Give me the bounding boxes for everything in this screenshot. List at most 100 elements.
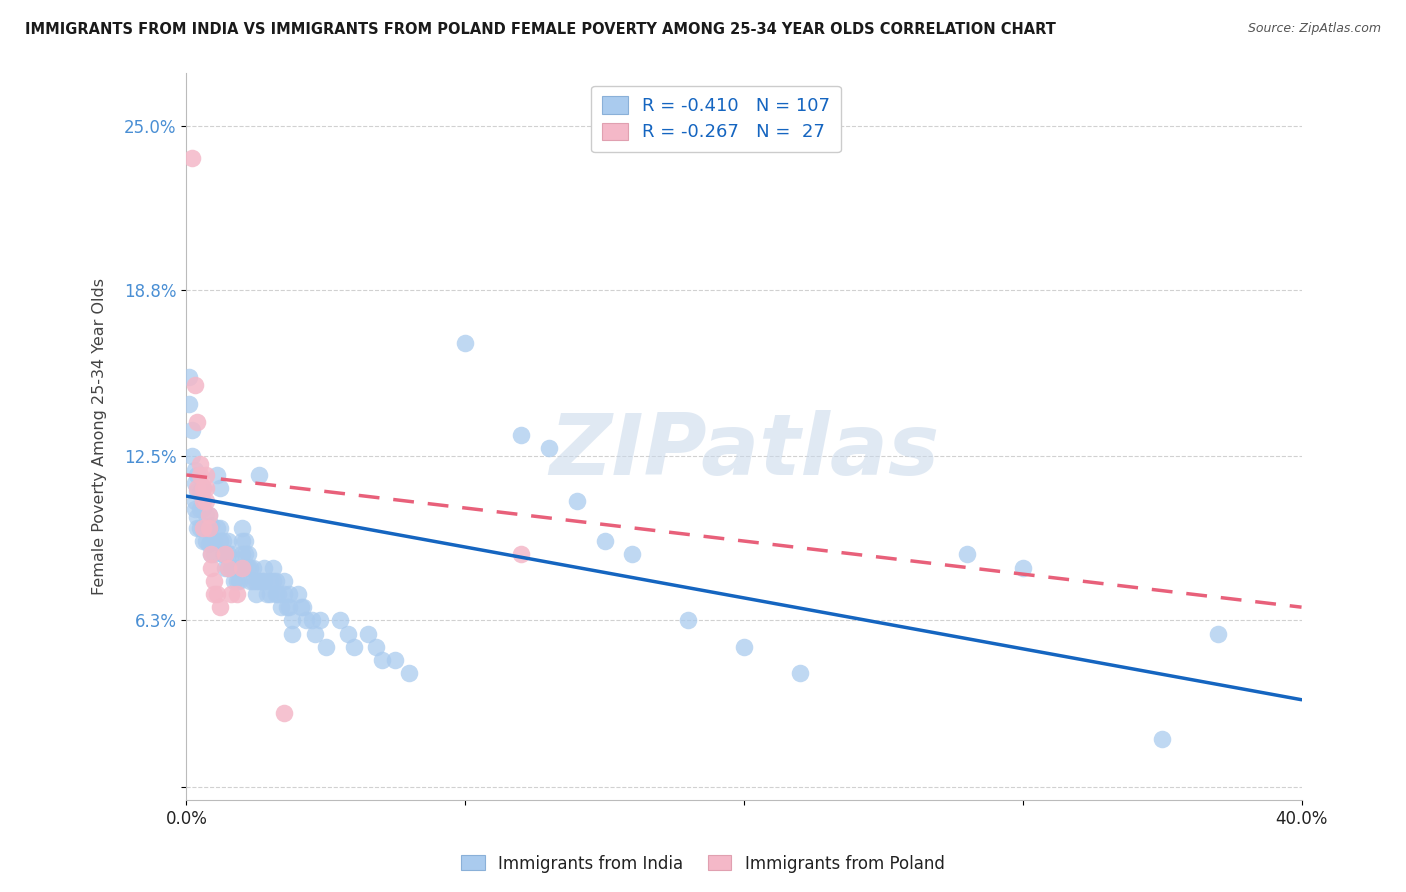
Point — [231, 534, 253, 549]
Point — [191, 502, 214, 516]
Point — [278, 600, 301, 615]
Point — [208, 534, 231, 549]
Point — [264, 574, 287, 588]
Point — [621, 547, 644, 561]
Point — [183, 502, 205, 516]
Point — [239, 574, 262, 588]
Point — [197, 521, 219, 535]
Point — [208, 481, 231, 495]
Point — [281, 626, 304, 640]
Point — [222, 560, 245, 574]
Point — [1206, 626, 1229, 640]
Point — [593, 534, 616, 549]
Point — [228, 560, 250, 574]
Point — [200, 560, 222, 574]
Point — [733, 640, 755, 654]
Point — [183, 378, 205, 392]
Point — [208, 521, 231, 535]
Point — [217, 560, 239, 574]
Point — [188, 458, 211, 472]
Point — [211, 547, 233, 561]
Point — [205, 467, 228, 482]
Point — [191, 534, 214, 549]
Point — [222, 574, 245, 588]
Point — [225, 574, 247, 588]
Point — [197, 508, 219, 522]
Point — [398, 666, 420, 681]
Point — [183, 494, 205, 508]
Point — [270, 600, 292, 615]
Point — [202, 534, 225, 549]
Point — [236, 560, 259, 574]
Point — [676, 614, 699, 628]
Point — [186, 415, 208, 429]
Point — [217, 547, 239, 561]
Point — [247, 467, 270, 482]
Point — [337, 626, 360, 640]
Point — [789, 666, 811, 681]
Point — [191, 481, 214, 495]
Point — [225, 587, 247, 601]
Point — [370, 653, 392, 667]
Point — [233, 547, 256, 561]
Point — [364, 640, 387, 654]
Point — [281, 614, 304, 628]
Point — [231, 560, 253, 574]
Point — [194, 467, 217, 482]
Point — [181, 450, 204, 464]
Point — [278, 587, 301, 601]
Point — [315, 640, 337, 654]
Point — [242, 560, 264, 574]
Point — [276, 600, 298, 615]
Point — [219, 547, 242, 561]
Point — [186, 467, 208, 482]
Legend: R = -0.410   N = 107, R = -0.267   N =  27: R = -0.410 N = 107, R = -0.267 N = 27 — [592, 86, 841, 153]
Point — [509, 428, 531, 442]
Point — [250, 574, 273, 588]
Point — [273, 706, 295, 720]
Point — [290, 600, 312, 615]
Point — [188, 467, 211, 482]
Point — [301, 614, 323, 628]
Point — [191, 481, 214, 495]
Point — [264, 587, 287, 601]
Point — [211, 534, 233, 549]
Text: ZIPatlas: ZIPatlas — [548, 409, 939, 492]
Point — [214, 560, 236, 574]
Point — [219, 587, 242, 601]
Point — [194, 534, 217, 549]
Point — [1011, 560, 1033, 574]
Point — [205, 587, 228, 601]
Point — [194, 508, 217, 522]
Point — [194, 481, 217, 495]
Point — [956, 547, 979, 561]
Point — [231, 521, 253, 535]
Point — [202, 547, 225, 561]
Point — [356, 626, 378, 640]
Point — [292, 600, 315, 615]
Point — [242, 574, 264, 588]
Point — [262, 560, 284, 574]
Point — [191, 521, 214, 535]
Point — [186, 481, 208, 495]
Point — [256, 587, 278, 601]
Point — [259, 587, 281, 601]
Point — [253, 574, 276, 588]
Point — [454, 335, 477, 350]
Point — [200, 547, 222, 561]
Point — [181, 423, 204, 437]
Point — [179, 396, 201, 410]
Point — [214, 547, 236, 561]
Point — [205, 521, 228, 535]
Y-axis label: Female Poverty Among 25-34 Year Olds: Female Poverty Among 25-34 Year Olds — [93, 278, 107, 595]
Text: Source: ZipAtlas.com: Source: ZipAtlas.com — [1247, 22, 1381, 36]
Point — [200, 547, 222, 561]
Point — [217, 534, 239, 549]
Point — [304, 626, 326, 640]
Point — [267, 587, 290, 601]
Point — [191, 521, 214, 535]
Point — [217, 560, 239, 574]
Point — [509, 547, 531, 561]
Point — [245, 587, 267, 601]
Point — [202, 574, 225, 588]
